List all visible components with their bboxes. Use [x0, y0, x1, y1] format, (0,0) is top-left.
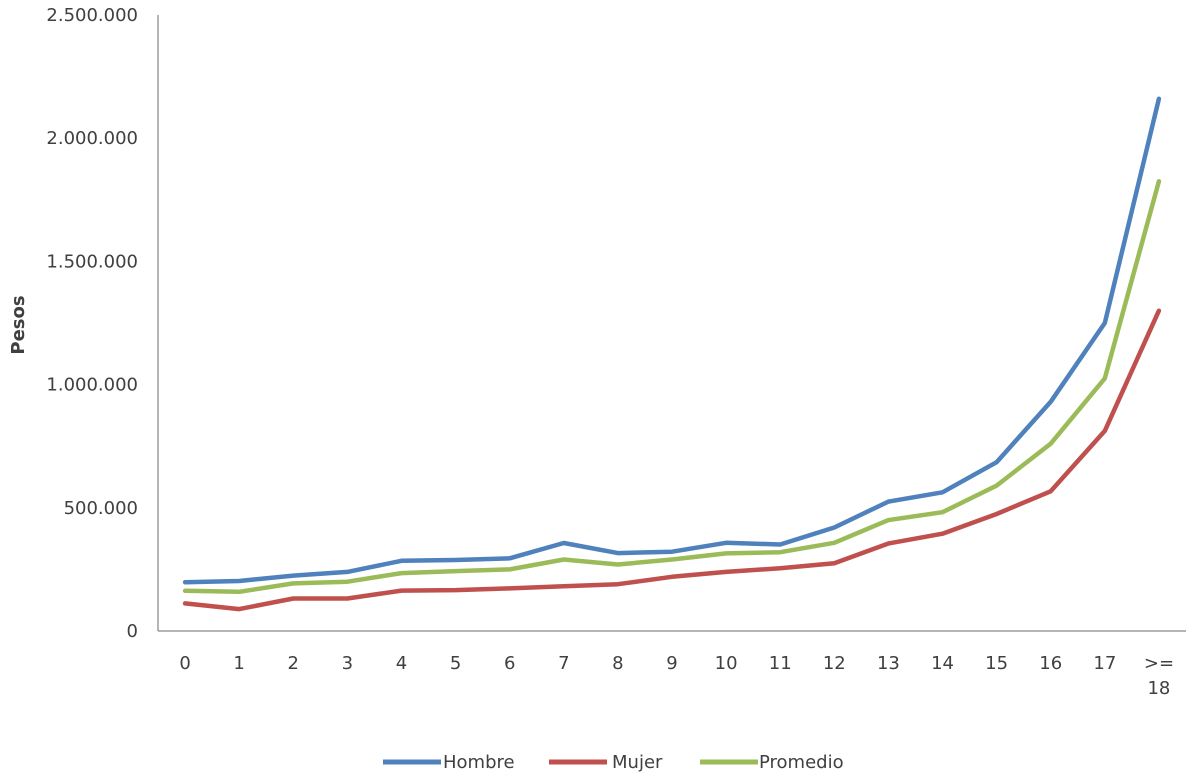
y-tick-label: 0 — [127, 621, 138, 642]
x-tick-label: 2 — [288, 653, 299, 674]
y-axis-title: Pesos — [8, 295, 29, 354]
x-tick-label-line: 3 — [342, 653, 353, 674]
x-tick-label-line: 14 — [931, 653, 954, 674]
x-tick-label: 15 — [985, 653, 1008, 674]
x-tick-label-line: 13 — [877, 653, 900, 674]
series-line-mujer — [182, 308, 1162, 612]
y-tick-label: 1.500.000 — [46, 251, 138, 272]
y-tick-label: 500.000 — [64, 498, 138, 519]
x-tick-label: 12 — [823, 653, 846, 674]
x-tick-label-line: 7 — [558, 653, 569, 674]
legend-label: Mujer — [612, 752, 663, 773]
x-tick-label: 4 — [396, 653, 407, 674]
axes — [157, 15, 1186, 632]
legend-label: Promedio — [759, 752, 844, 773]
x-tick-label-line: 12 — [823, 653, 846, 674]
x-tick-label-line: 17 — [1093, 653, 1116, 674]
x-tick-label-line: 4 — [396, 653, 407, 674]
x-tick-label: 3 — [342, 653, 353, 674]
legend-label: Hombre — [443, 752, 515, 773]
x-tick-label: 1 — [233, 653, 244, 674]
x-tick-label: 11 — [769, 653, 792, 674]
x-tick-label-line: 9 — [666, 653, 677, 674]
x-tick-label: 9 — [666, 653, 677, 674]
x-tick-label: 6 — [504, 653, 515, 674]
x-tick-label-line: 0 — [179, 653, 190, 674]
x-tick-label: 5 — [450, 653, 461, 674]
x-tick-label-line: 18 — [1147, 678, 1170, 699]
series-lines — [182, 96, 1162, 612]
x-tick-label: 0 — [179, 653, 190, 674]
y-tick-label: 2.000.000 — [46, 128, 138, 149]
y-tick-label: 1.000.000 — [46, 375, 138, 396]
legend: Hombre Mujer Promedio — [383, 752, 844, 773]
x-tick-label-line: 6 — [504, 653, 515, 674]
x-tick-label: 7 — [558, 653, 569, 674]
x-tick-labels: 0 1 2 3 4 5 6 7 8 9 10 11 12 13 14 15 16 17 >= 18 — [179, 653, 1174, 699]
x-tick-label: 10 — [715, 653, 738, 674]
x-tick-label: 14 — [931, 653, 954, 674]
x-tick-label-line: 8 — [612, 653, 623, 674]
x-tick-label: 16 — [1039, 653, 1062, 674]
x-tick-label-line: 11 — [769, 653, 792, 674]
x-tick-label-line: 10 — [715, 653, 738, 674]
x-tick-label-line: >= — [1144, 653, 1174, 674]
x-tick-label-line: 2 — [288, 653, 299, 674]
x-tick-label-line: 15 — [985, 653, 1008, 674]
series-line-promedio — [182, 179, 1162, 595]
x-tick-label: 17 — [1093, 653, 1116, 674]
x-tick-label: 13 — [877, 653, 900, 674]
series-line-hombre — [182, 96, 1162, 585]
x-tick-label-line: 5 — [450, 653, 461, 674]
x-tick-label-line: 1 — [233, 653, 244, 674]
y-tick-labels: 0 500.000 1.000.000 1.500.000 2.000.000 2.500… — [46, 5, 138, 642]
y-tick-label: 2.500.000 — [46, 5, 138, 26]
x-tick-label: 8 — [612, 653, 623, 674]
x-tick-label: >= 18 — [1144, 653, 1174, 699]
x-tick-label-line: 16 — [1039, 653, 1062, 674]
